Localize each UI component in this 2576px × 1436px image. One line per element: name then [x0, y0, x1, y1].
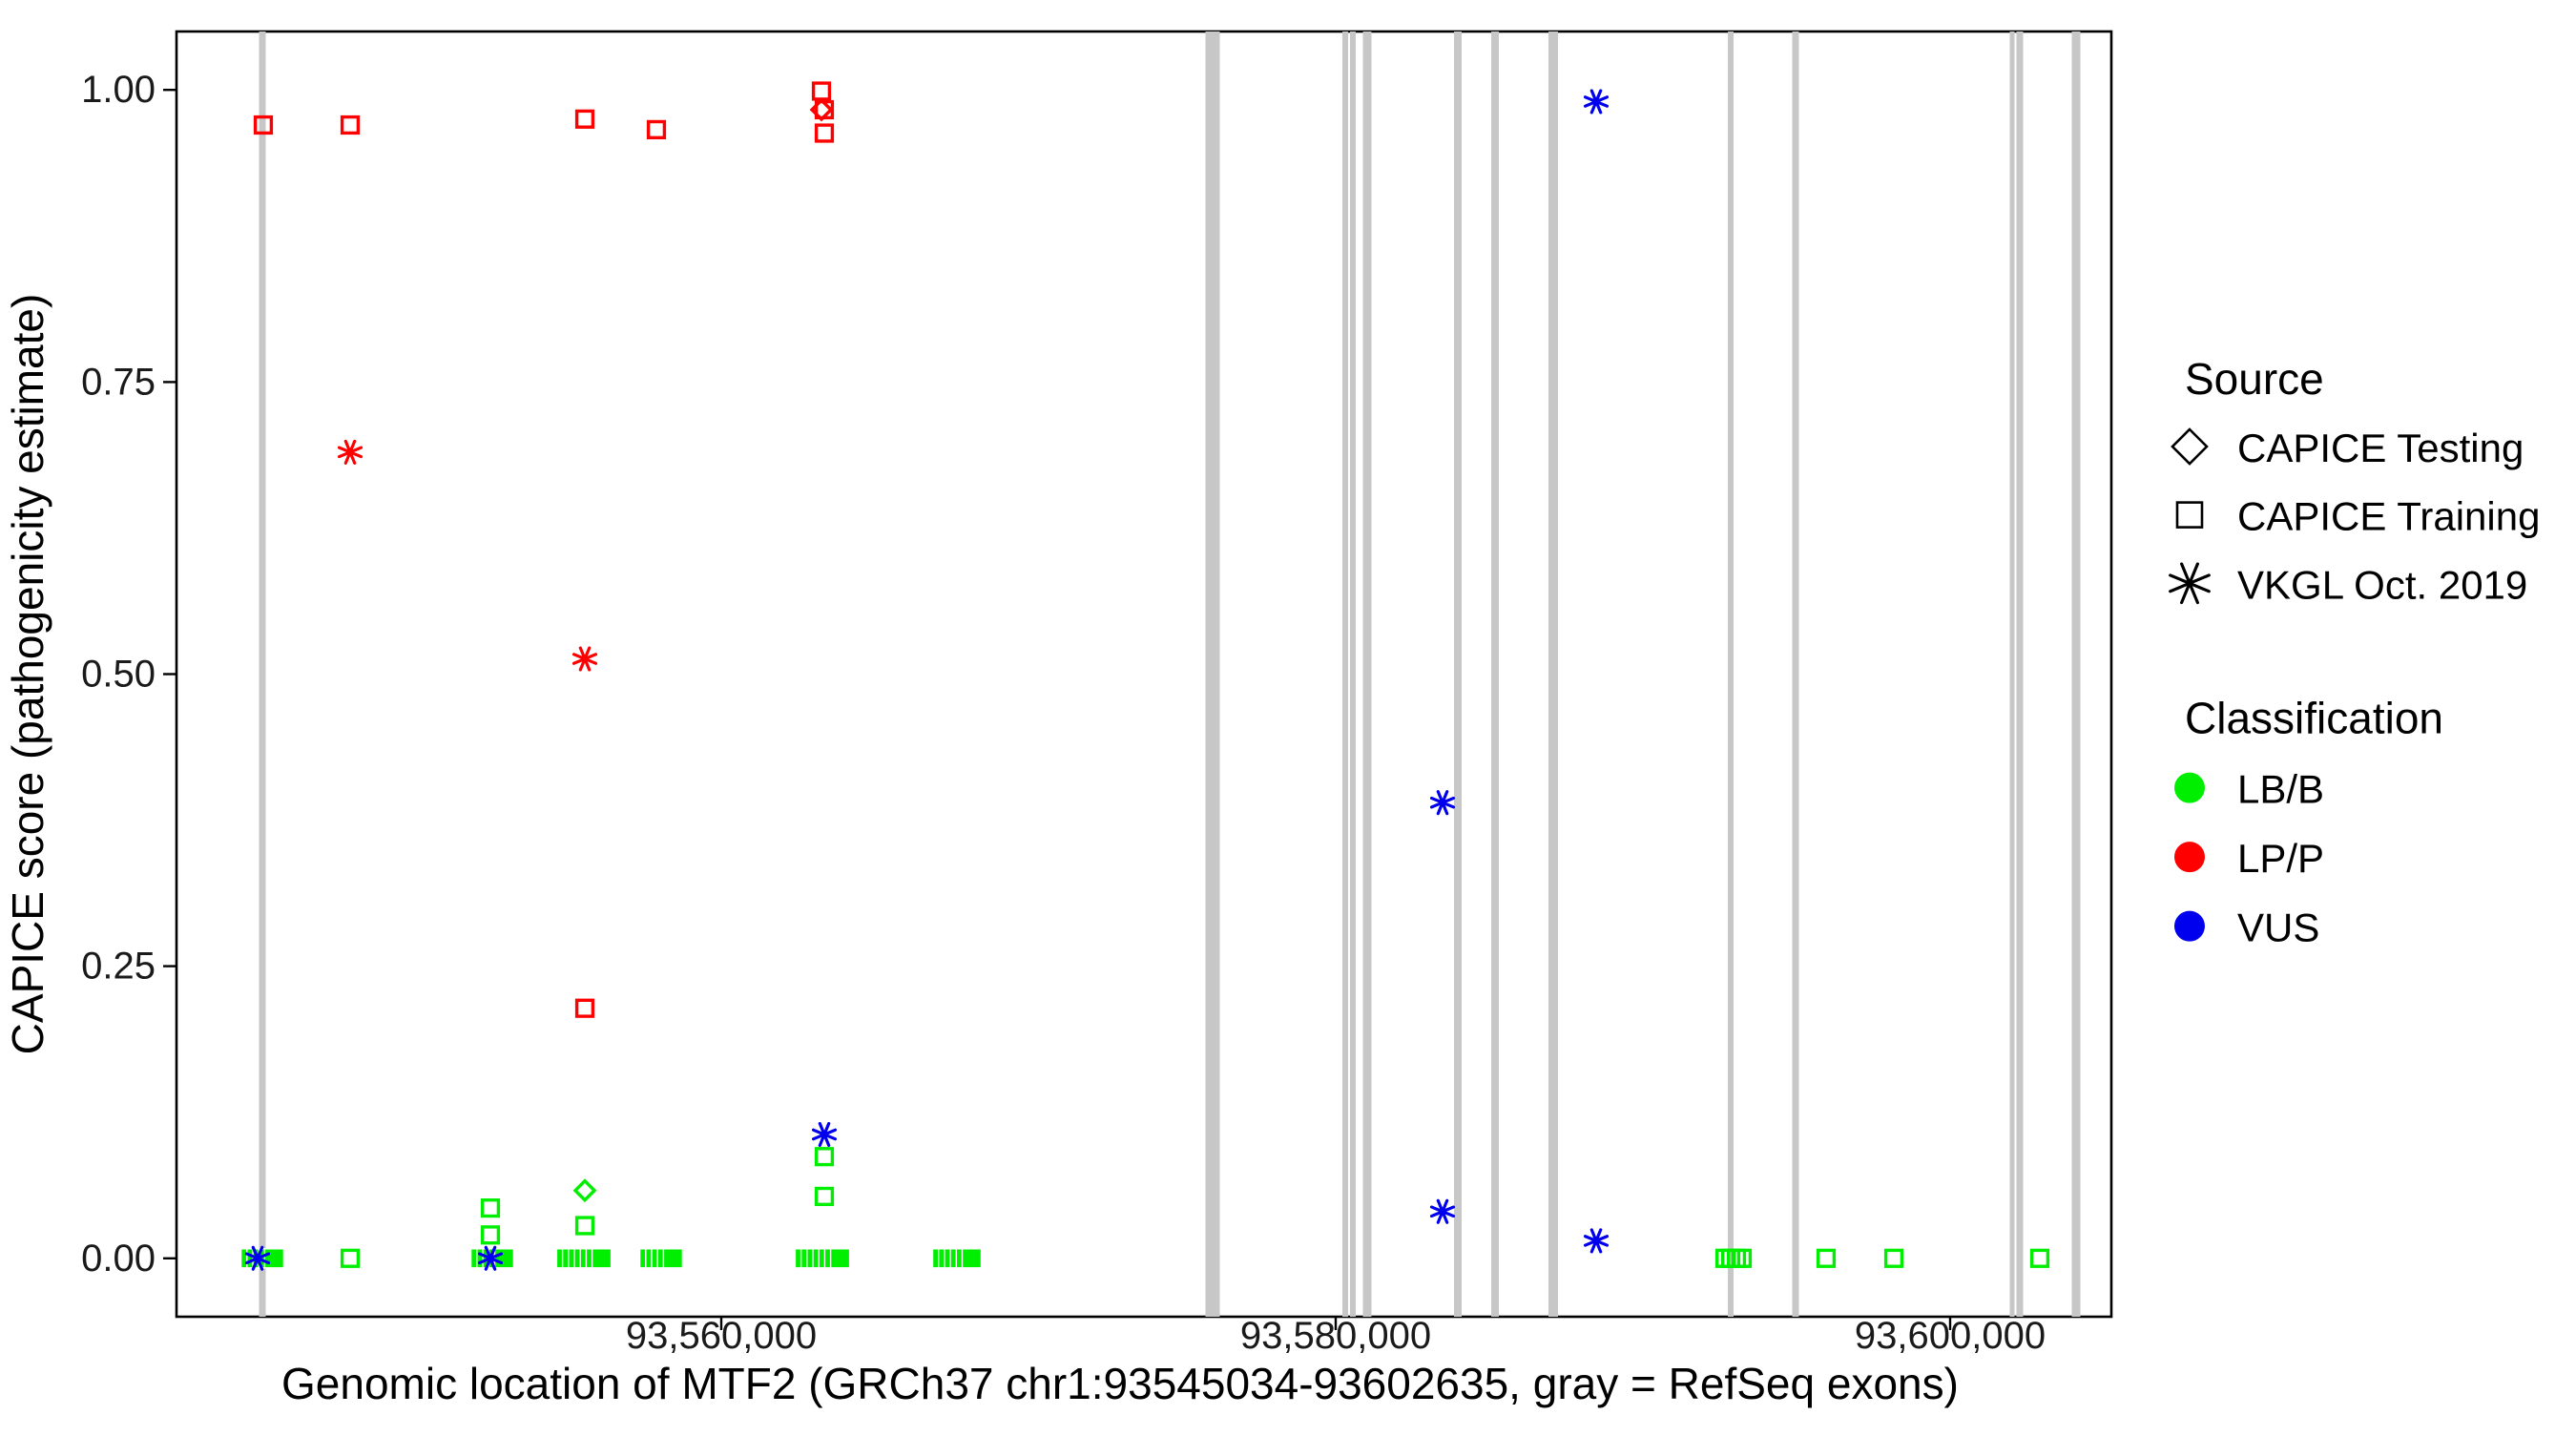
svg-text:Genomic location of MTF2 (GRCh: Genomic location of MTF2 (GRCh37 chr1:93… [281, 1359, 1959, 1408]
svg-text:VKGL Oct. 2019: VKGL Oct. 2019 [2237, 562, 2527, 607]
svg-text:Source: Source [2185, 354, 2324, 404]
svg-text:LB/B: LB/B [2237, 767, 2324, 812]
svg-text:LP/P: LP/P [2237, 836, 2324, 881]
svg-text:CAPICE score (pathogenicity es: CAPICE score (pathogenicity estimate) [3, 294, 52, 1055]
svg-text:0.25: 0.25 [81, 946, 156, 988]
svg-text:0.50: 0.50 [81, 654, 156, 696]
svg-text:0.00: 0.00 [81, 1238, 156, 1280]
svg-text:Classification: Classification [2185, 693, 2443, 742]
svg-text:93,580,000: 93,580,000 [1240, 1315, 1431, 1357]
svg-text:VUS: VUS [2237, 905, 2319, 950]
svg-text:0.75: 0.75 [81, 361, 156, 403]
svg-text:CAPICE Testing: CAPICE Testing [2237, 426, 2524, 470]
svg-text:CAPICE Training: CAPICE Training [2237, 494, 2540, 539]
svg-text:93,600,000: 93,600,000 [1855, 1315, 2046, 1357]
svg-text:1.00: 1.00 [81, 69, 156, 111]
svg-text:93,560,000: 93,560,000 [626, 1315, 817, 1357]
